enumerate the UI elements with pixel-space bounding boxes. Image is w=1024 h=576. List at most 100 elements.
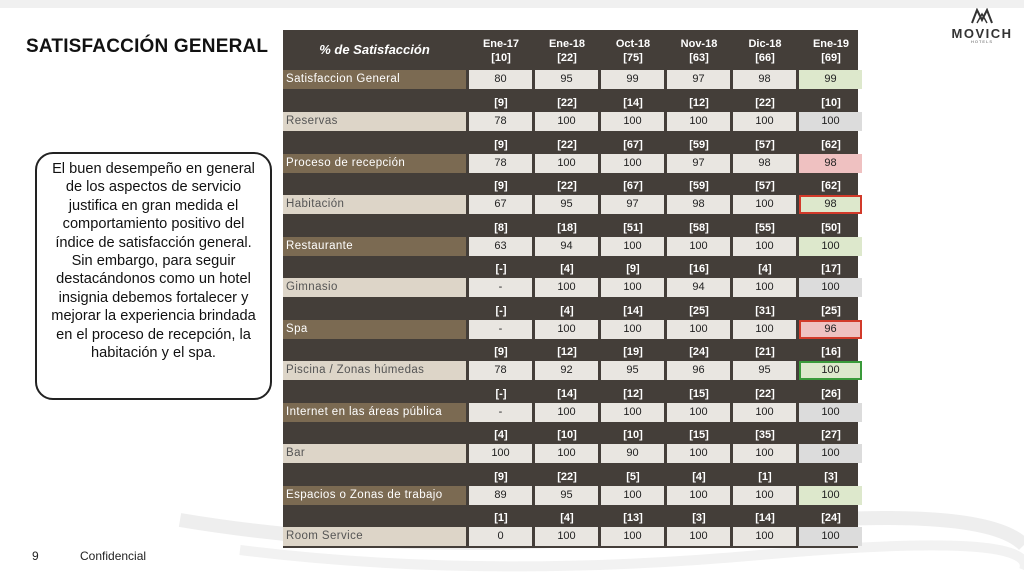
sample-count: [16] [689, 263, 709, 275]
column-header: Ene-19 [69] [798, 37, 864, 65]
sample-count: [-] [495, 304, 507, 317]
score-cell: - [469, 402, 532, 422]
page-number: 9 [32, 549, 39, 563]
score-cell: 100 [733, 402, 796, 422]
score-cell: 98 [799, 153, 862, 173]
score-cell: 100 [535, 278, 598, 297]
score-cell: 100 [601, 112, 664, 131]
sample-count: [4] [758, 263, 772, 275]
score-cell: 100 [733, 112, 796, 131]
score-cell: 100 [667, 402, 730, 422]
sample-count: [59] [689, 180, 709, 192]
sample-count: [22] [557, 138, 577, 151]
column-period: Ene-18 [548, 38, 586, 50]
logo-name: MOVICH [951, 26, 1013, 41]
sample-count: [14] [623, 304, 643, 317]
sample-count: [67] [623, 180, 643, 192]
score-cell: 100 [469, 444, 532, 463]
column-period: Nov-18 [680, 38, 718, 50]
column-header: Dic-18 [66] [732, 37, 798, 65]
sample-count: [25] [821, 304, 841, 317]
score-cell: 100 [733, 319, 796, 339]
sample-count: [5] [626, 470, 640, 483]
score-cell: 100 [667, 236, 730, 256]
sample-count: [13] [623, 512, 643, 524]
column-period: Ene-19 [812, 38, 850, 50]
score-cell: 100 [535, 402, 598, 422]
score-cell: - [469, 319, 532, 339]
score-cell: 98 [733, 153, 796, 173]
score-cell: - [469, 278, 532, 297]
score-cell: 94 [535, 236, 598, 256]
score-cell: 100 [733, 527, 796, 546]
score-cell: 100 [535, 153, 598, 173]
sample-count: [4] [560, 263, 574, 275]
sample-count: [22] [557, 97, 577, 109]
score-cell: 78 [469, 153, 532, 173]
score-cell: 98 [733, 70, 796, 89]
sample-count: [62] [821, 138, 841, 151]
column-period: Ene-17 [482, 38, 520, 50]
score-cell: 100 [733, 236, 796, 256]
sample-count: [22] [755, 97, 775, 109]
score-cell: 100 [601, 402, 664, 422]
sample-count: [22] [557, 470, 577, 483]
column-count: [10] [491, 52, 511, 64]
score-cell: 100 [601, 236, 664, 256]
sample-count: [22] [557, 180, 577, 192]
sample-count: [10] [623, 429, 643, 441]
score-cell: 100 [601, 319, 664, 339]
row-label: Gimnasio [283, 278, 466, 297]
sample-count: [22] [755, 387, 775, 400]
sample-count: [24] [689, 346, 709, 358]
sample-count: [8] [494, 221, 508, 234]
column-header: Ene-18 [22] [534, 37, 600, 65]
sample-count: [9] [494, 138, 508, 151]
score-cell: 100 [799, 444, 862, 463]
score-cell: 98 [667, 195, 730, 214]
column-header: Nov-18 [63] [666, 37, 732, 65]
sample-count: [19] [623, 346, 643, 358]
score-cell: 95 [535, 195, 598, 214]
sample-count: [14] [557, 387, 577, 400]
sample-count: [51] [623, 221, 643, 234]
sample-count: [21] [755, 346, 775, 358]
score-cell: 100 [667, 527, 730, 546]
sample-count: [9] [494, 97, 508, 109]
score-cell: 100 [535, 319, 598, 339]
sample-count: [35] [755, 429, 775, 441]
sample-count: [9] [494, 346, 508, 358]
score-cell: 100 [667, 112, 730, 131]
score-cell: 100 [733, 278, 796, 297]
sample-count: [1] [758, 470, 772, 483]
column-count: [63] [689, 52, 709, 64]
sample-count: [25] [689, 304, 709, 317]
row-label: Reservas [283, 112, 466, 131]
sample-count: [14] [755, 512, 775, 524]
sample-count: [57] [755, 138, 775, 151]
score-cell: 95 [601, 361, 664, 380]
score-cell: 94 [667, 278, 730, 297]
score-cell: 100 [799, 236, 862, 256]
sample-count: [15] [689, 429, 709, 441]
sample-count: [15] [689, 387, 709, 400]
sample-count: [16] [821, 346, 841, 358]
row-label: Restaurante [283, 236, 466, 256]
score-cell: 96 [667, 361, 730, 380]
summary-callout: El buen desempeño en general de los aspe… [35, 152, 272, 400]
sample-count: [4] [692, 470, 706, 483]
sample-count: [-] [495, 387, 507, 400]
sample-count: [59] [689, 138, 709, 151]
row-label: Internet en las áreas pública [283, 402, 466, 422]
sample-count: [55] [755, 221, 775, 234]
score-cell: 100 [799, 112, 862, 131]
row-label: Room Service [283, 527, 466, 546]
score-cell: 100 [667, 444, 730, 463]
score-cell: 100 [535, 527, 598, 546]
sample-count: [10] [821, 97, 841, 109]
brand-logo: MOVICH HOTELS [944, 8, 1020, 44]
sample-count: [58] [689, 221, 709, 234]
row-label: Habitación [283, 195, 466, 214]
score-cell: 100 [799, 278, 862, 297]
column-count: [75] [623, 52, 643, 64]
